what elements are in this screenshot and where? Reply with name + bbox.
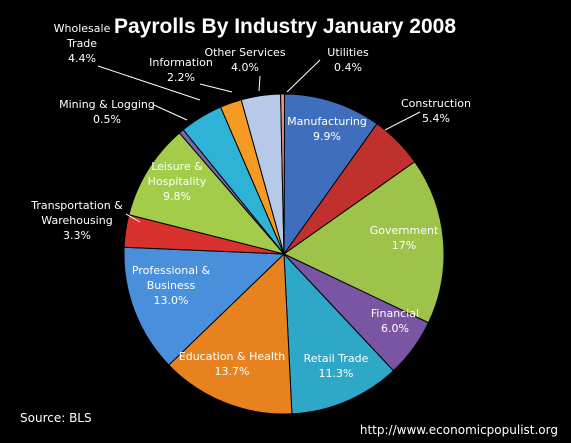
slice-label-utilities: Utilities 0.4%: [327, 46, 369, 74]
leader-lines: [97, 59, 421, 223]
leader-line-other-services: [258, 75, 261, 92]
source-note: Source: BLS: [20, 411, 92, 425]
source-url: http://www.economicpopulist.org: [360, 423, 558, 437]
leader-line-information: [199, 83, 233, 93]
slice-label-other-services: Other Services 4.0%: [204, 46, 285, 74]
slice-label-manufacturing: Manufacturing 9.9%: [287, 115, 367, 143]
leader-line-utilities: [286, 59, 321, 93]
chart-title: Payrolls By Industry January 2008: [114, 15, 456, 38]
slice-label-information: Information 2.2%: [149, 56, 213, 84]
pie-slice-education-and-health: [168, 252, 293, 415]
pie-slice-utilities: [280, 93, 286, 255]
leader-line-wholesale-trade: [97, 65, 201, 101]
pie-slice-leisure-and-hospitality: [128, 132, 286, 255]
slice-labels: Manufacturing 9.9% Construction 5.4% Governm…: [30, 22, 471, 380]
pie-slice-manufacturing: [283, 93, 378, 256]
slice-label-government: Government 17%: [370, 224, 439, 252]
slice-label-construction: Construction 5.4%: [401, 97, 471, 125]
slice-label-transportation-and-warehousing: Transportation & Warehousing 3.3%: [30, 199, 123, 242]
slice-label-mining-and-logging: Mining & Logging 0.5%: [59, 98, 155, 126]
slice-label-retail-trade: Retail Trade 11.3%: [304, 352, 369, 380]
leader-line-transportation-and-warehousing: [125, 213, 141, 223]
leader-line-construction: [384, 111, 421, 131]
pie-slice-retail-trade: [283, 252, 395, 415]
slice-label-financial: Financial 6.0%: [371, 307, 419, 335]
pie-slice-government: [283, 161, 445, 324]
leader-line-mining-and-logging: [153, 104, 188, 121]
slice-label-education-and-health: Education & Health 13.7%: [179, 350, 285, 378]
slice-label-professional-and-business: Professional & Business 13.0%: [132, 264, 211, 307]
pie-slices: [123, 93, 445, 415]
slice-label-wholesale-trade: Wholesale Trade 4.4%: [54, 22, 111, 65]
pie-slice-professional-and-business: [123, 246, 286, 366]
slice-label-leisure-and-hospitality: Leisure & Hospitality 9.8%: [148, 160, 207, 203]
